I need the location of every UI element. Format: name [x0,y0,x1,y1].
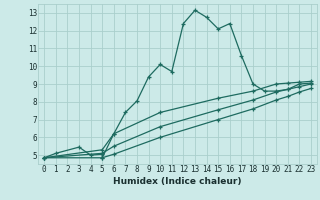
X-axis label: Humidex (Indice chaleur): Humidex (Indice chaleur) [113,177,242,186]
